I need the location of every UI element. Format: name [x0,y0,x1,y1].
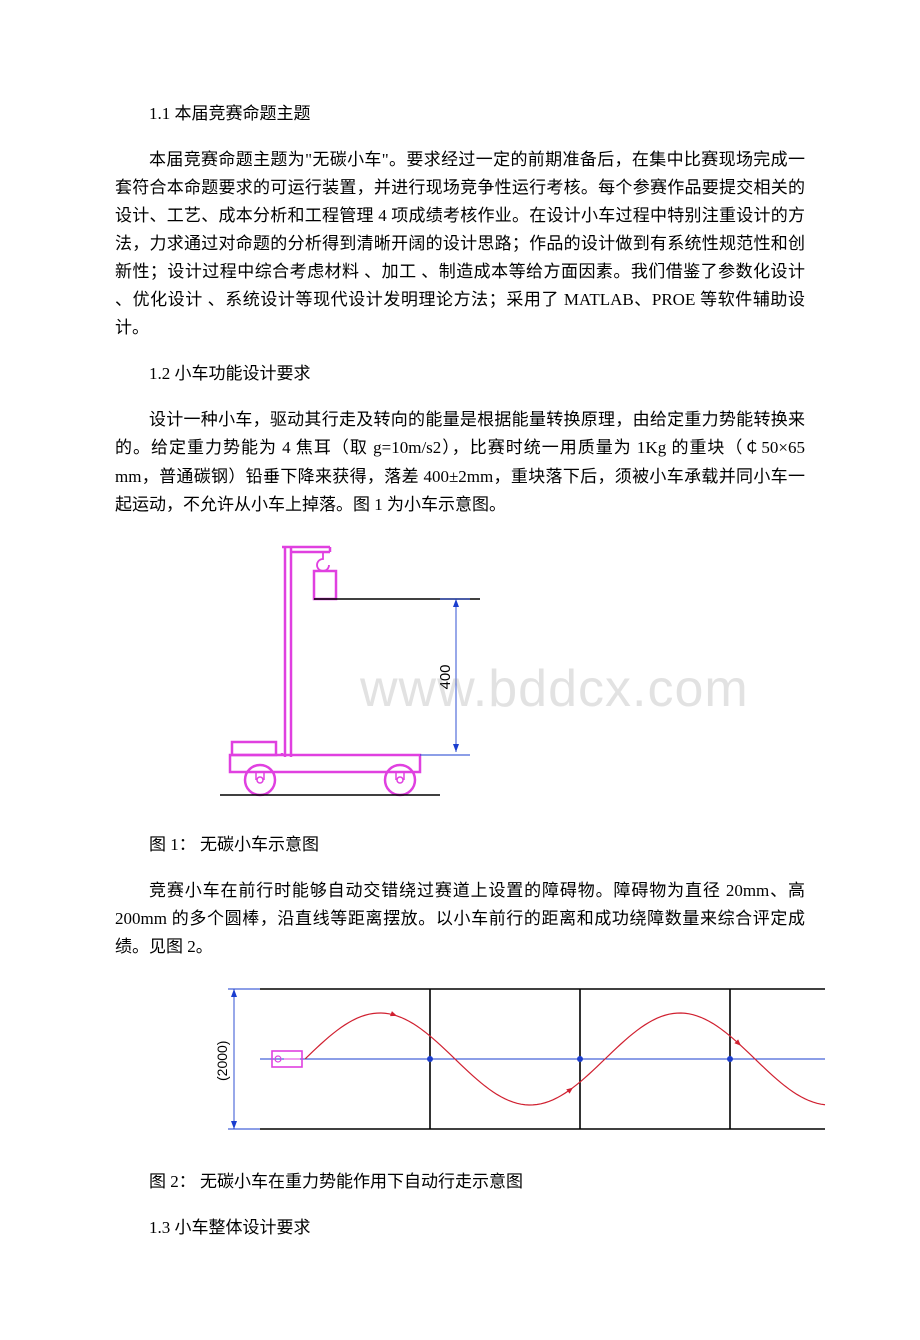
svg-text:(2000): (2000) [214,1040,230,1080]
figure-2-caption: 图 2： 无碳小车在重力势能作用下自动行走示意图 [115,1168,805,1196]
section-1-2-heading: 1.2 小车功能设计要求 [115,360,805,388]
section-1-2-body-2: 竞赛小车在前行时能够自动交错绕过赛道上设置的障碍物。障碍物为直径 20mm、高 … [115,877,805,961]
svg-text:400: 400 [437,664,454,689]
figure-1-svg: 400 [210,537,510,817]
figure-2-svg: (2000) [210,979,830,1154]
section-1-1-heading: 1.1 本届竞赛命题主题 [115,100,805,128]
figure-1: 400 www.bddcx.com [210,537,805,817]
section-1-2-body: 设计一种小车，驱动其行走及转向的能量是根据能量转换原理，由给定重力势能转换来的。… [115,406,805,518]
section-1-3-heading: 1.3 小车整体设计要求 [115,1214,805,1242]
figure-1-caption: 图 1： 无碳小车示意图 [115,831,805,859]
section-1-1-body: 本届竞赛命题主题为"无碳小车"。要求经过一定的前期准备后，在集中比赛现场完成一套… [115,146,805,342]
figure-2: (2000) [210,979,805,1154]
